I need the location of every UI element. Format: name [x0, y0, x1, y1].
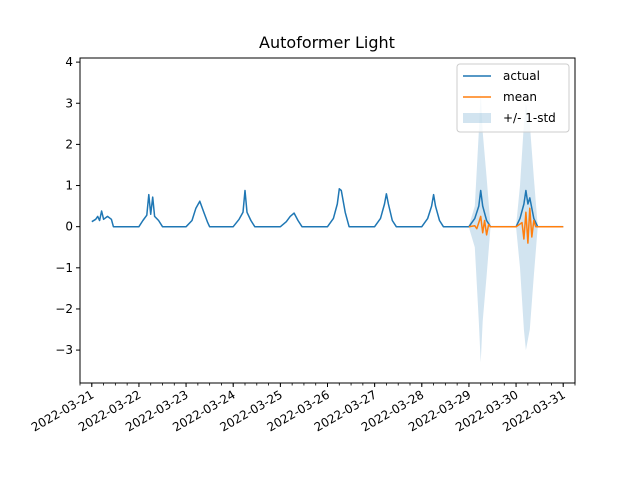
y-tick-label: 0	[65, 220, 73, 234]
y-tick-label: 1	[65, 179, 73, 193]
series-line-mean	[468, 207, 564, 244]
legend-label: mean	[503, 90, 537, 104]
y-tick-label: −2	[55, 302, 73, 316]
series-line-actual	[91, 188, 564, 228]
y-axis: 4 3 2 1 0 −1 −2 −3	[55, 55, 80, 357]
y-tick-label: −3	[55, 343, 73, 357]
y-tick-label: 2	[65, 137, 73, 151]
legend-swatch-std-band	[463, 113, 491, 123]
y-tick-label: −1	[55, 261, 73, 275]
series-layer	[91, 188, 564, 244]
y-tick-label: 4	[65, 55, 73, 69]
legend-label: actual	[503, 69, 540, 83]
chart-title: Autoformer Light	[259, 33, 395, 52]
legend-label: +/- 1-std	[503, 111, 556, 125]
y-tick-label: 3	[65, 96, 73, 110]
legend: actual mean +/- 1-std	[456, 63, 570, 133]
legend-box	[456, 63, 570, 133]
